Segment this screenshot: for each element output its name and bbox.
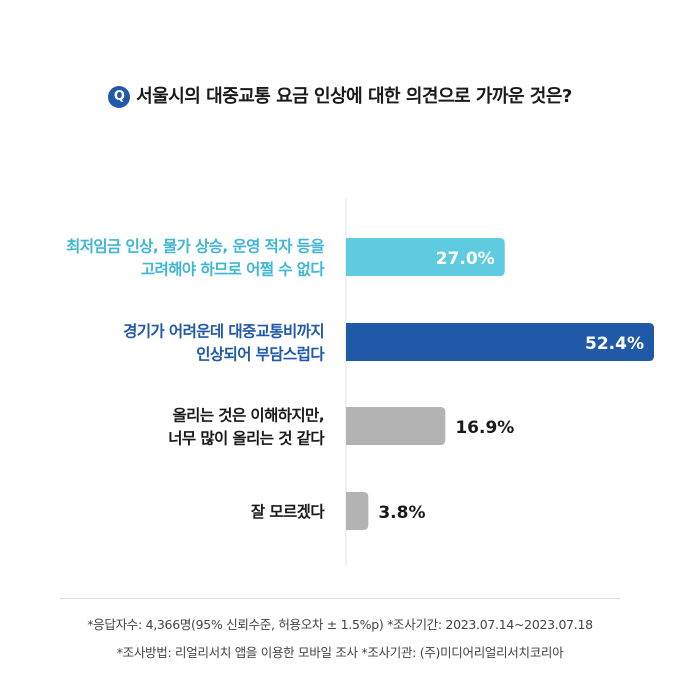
value-label-3: 16.9%	[455, 418, 514, 438]
value-label-4: 3.8%	[378, 503, 425, 523]
bar-4	[346, 492, 369, 530]
question-icon: Q	[108, 86, 131, 108]
question-title: Q 서울시의 대중교통 요금 인상에 대한 의견으로 가까운 것은?	[0, 82, 680, 108]
category-label-2-line-2: 인상되어 부담스럽다	[196, 346, 325, 364]
footnote-sample: *응답자수: 4,366명(95% 신뢰수준, 허용오차 ± 1.5%p) *조…	[87, 617, 593, 632]
category-label-3-line-2: 너무 많이 올리는 것 같다	[168, 430, 325, 448]
footnote-divider	[60, 598, 620, 599]
bar-1	[346, 238, 505, 276]
category-label-2-line-1: 경기가 어려운데 대중교통비까지	[123, 323, 324, 341]
category-label-1-line-2: 고려해야 하므로 어쩔 수 없다	[141, 261, 325, 279]
category-label-1-line-1: 최저임금 인상, 물가 상승, 운영 적자 등을	[66, 237, 324, 256]
value-label-1: 27.0%	[436, 249, 495, 269]
footnote-method: *조사방법: 리얼리서치 앱을 이용한 모바일 조사 *조사기관: (주)미디어…	[116, 645, 564, 660]
category-label-4-line-1: 잘 모르겠다	[251, 502, 325, 521]
bar-2	[346, 323, 654, 361]
category-label-3-line-1: 올리는 것은 이해하지만,	[173, 407, 324, 425]
question-text: 서울시의 대중교통 요금 인상에 대한 의견으로 가까운 것은?	[136, 86, 572, 107]
value-label-2: 52.4%	[585, 334, 644, 354]
bar-3	[346, 407, 446, 445]
